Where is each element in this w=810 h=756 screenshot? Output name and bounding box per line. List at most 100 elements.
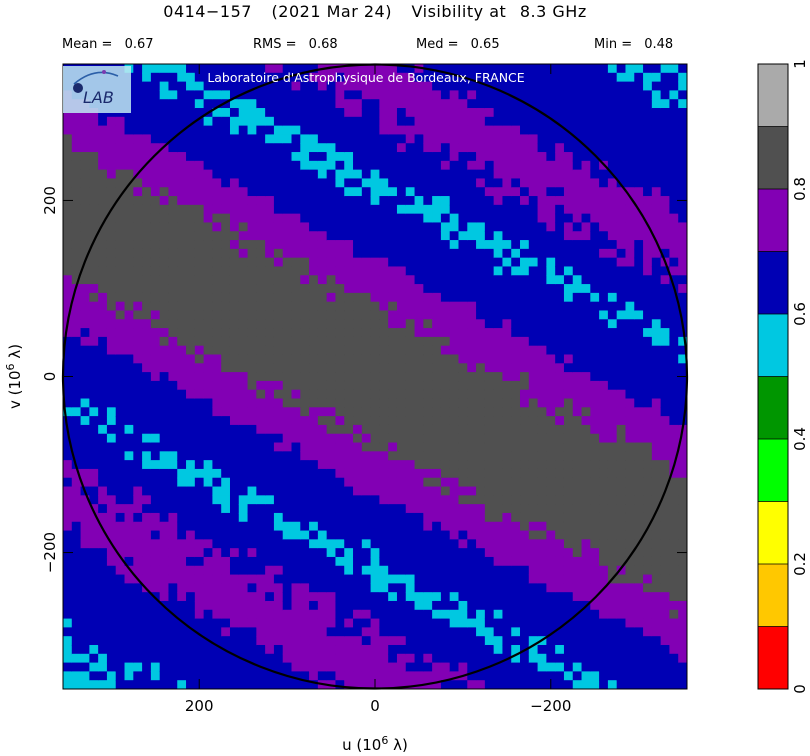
heatmap-cell — [353, 64, 363, 74]
heatmap-cell — [282, 618, 293, 628]
heatmap-cell — [572, 556, 583, 567]
heatmap-cell — [643, 600, 653, 611]
heatmap-cell — [467, 653, 477, 664]
heatmap-cell — [361, 433, 372, 444]
heatmap-cell — [71, 125, 82, 136]
heatmap-cell — [159, 609, 170, 620]
heatmap-cell — [563, 653, 574, 664]
heatmap-cell — [247, 468, 257, 479]
heatmap-cell — [256, 539, 266, 549]
heatmap-cell — [124, 292, 134, 303]
heatmap-cell — [484, 336, 495, 347]
heatmap-cell — [80, 152, 90, 162]
heatmap-cell — [511, 345, 521, 356]
heatmap-cell — [203, 389, 214, 400]
heatmap-cell — [361, 609, 372, 620]
heatmap-cell — [555, 574, 565, 584]
heatmap-cell — [229, 451, 240, 461]
heatmap-cell — [414, 90, 424, 100]
heatmap-cell — [256, 222, 266, 232]
heatmap-cell — [80, 134, 90, 144]
heatmap-cell — [607, 477, 618, 488]
heatmap-cell — [520, 662, 530, 672]
heatmap-cell — [388, 310, 398, 320]
heatmap-cell — [388, 160, 398, 171]
heatmap-cell — [651, 240, 662, 250]
heatmap-cell — [203, 178, 214, 188]
heatmap-cell — [458, 556, 468, 567]
heatmap-cell — [546, 521, 556, 532]
heatmap-cell — [660, 345, 671, 356]
heatmap-cell — [493, 108, 504, 118]
heatmap-cell — [432, 636, 442, 646]
heatmap-cell — [432, 407, 442, 417]
heatmap-cell — [159, 468, 170, 479]
heatmap-cell — [414, 618, 424, 628]
heatmap-cell — [379, 310, 389, 320]
heatmap-cell — [449, 468, 460, 479]
heatmap-cell — [563, 662, 574, 672]
heatmap-cell — [273, 169, 284, 180]
heatmap-cell — [238, 636, 249, 646]
heatmap-cell — [106, 424, 117, 435]
heatmap-cell — [133, 644, 143, 655]
heatmap-cell — [370, 240, 380, 250]
heatmap-cell — [414, 460, 424, 470]
heatmap-cell — [669, 380, 679, 391]
heatmap-cell — [511, 627, 521, 637]
heatmap-cell — [221, 345, 231, 356]
heatmap-cell — [353, 398, 363, 408]
heatmap-cell — [282, 592, 293, 602]
heatmap-cell — [370, 178, 380, 188]
heatmap-cell — [353, 627, 363, 637]
heatmap-cell — [247, 248, 257, 259]
heatmap-cell — [467, 275, 477, 285]
heatmap-cell — [159, 72, 170, 83]
heatmap-cell — [124, 644, 134, 655]
heatmap-cell — [309, 64, 319, 74]
heatmap-cell — [449, 72, 460, 83]
heatmap-cell — [467, 548, 477, 558]
heatmap-cell — [80, 116, 90, 127]
heatmap-cell — [238, 222, 249, 232]
heatmap-cell — [423, 380, 433, 391]
heatmap-cell — [80, 644, 90, 655]
heatmap-cell — [212, 231, 222, 241]
heatmap-cell — [238, 512, 249, 523]
heatmap-cell — [599, 512, 609, 523]
heatmap-cell — [80, 592, 90, 602]
heatmap-cell — [80, 222, 90, 232]
heatmap-cell — [353, 372, 363, 382]
heatmap-cell — [546, 213, 556, 224]
stats-row: Mean = 0.67 RMS = 0.68 Med = 0.65 Min = … — [62, 37, 673, 52]
heatmap-cell — [590, 301, 600, 312]
heatmap-cell — [353, 680, 363, 689]
heatmap-cell — [581, 416, 591, 426]
heatmap-cell — [335, 556, 345, 567]
heatmap-cell — [502, 240, 512, 250]
heatmap-cell — [273, 442, 284, 452]
heatmap-cell — [212, 345, 222, 356]
heatmap-cell — [379, 521, 389, 532]
heatmap-cell — [273, 231, 284, 241]
heatmap-cell — [440, 407, 451, 417]
heatmap-cell — [388, 460, 398, 470]
heatmap-cell — [106, 222, 117, 232]
heatmap-cell — [599, 477, 609, 488]
heatmap-cell — [502, 222, 512, 232]
heatmap-cell — [256, 583, 266, 593]
heatmap-cell — [546, 257, 556, 268]
heatmap-cell — [133, 539, 143, 549]
heatmap-cell — [678, 116, 687, 127]
heatmap-cell — [71, 380, 82, 391]
heatmap-cell — [247, 636, 257, 646]
heatmap-cell — [238, 90, 249, 100]
heatmap-cell — [440, 187, 451, 197]
heatmap-cell — [555, 310, 565, 320]
heatmap-cell — [643, 178, 653, 188]
heatmap-cell — [370, 574, 380, 584]
heatmap-cell — [150, 530, 161, 540]
heatmap-cell — [317, 627, 328, 637]
heatmap-cell — [106, 363, 117, 373]
heatmap-cell — [643, 618, 653, 628]
